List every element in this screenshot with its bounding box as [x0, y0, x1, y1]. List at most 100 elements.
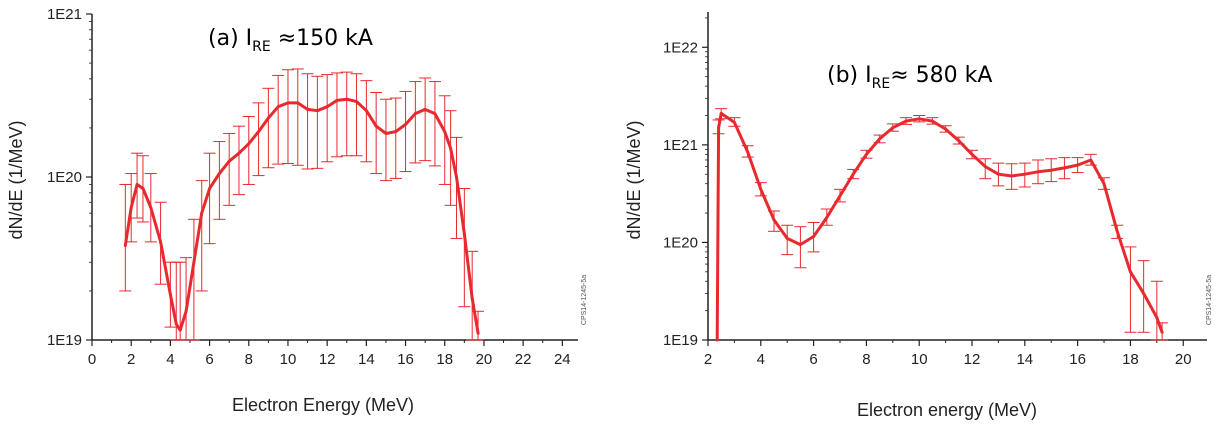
data-point [384, 132, 388, 135]
data-point [335, 99, 339, 102]
data-point [184, 309, 188, 313]
data-point [365, 109, 368, 113]
panel-b-x-tick-label: 18 [1122, 351, 1139, 368]
data-point [296, 101, 300, 105]
data-point [1089, 158, 1093, 162]
data-point [462, 232, 466, 235]
data-point [785, 237, 789, 240]
data-point [931, 119, 934, 123]
panel-a-y-tick-label: 1E21 [47, 6, 82, 23]
data-point [476, 331, 480, 335]
data-point [449, 146, 452, 150]
data-point [306, 108, 309, 111]
data-point [1063, 166, 1066, 170]
data-point [455, 175, 458, 179]
data-point [1036, 170, 1040, 174]
panel-b-x-tick-label: 16 [1069, 351, 1086, 368]
panel-b-figure-code: CPS14-1245-5a [1206, 275, 1213, 325]
panel-a-y-tick-label: 1E19 [47, 332, 82, 349]
panel-a-x-tick-label: 10 [280, 351, 297, 368]
data-point [247, 142, 251, 146]
data-point [169, 293, 172, 296]
data-point [1142, 292, 1145, 295]
data-point [1160, 330, 1164, 334]
panel-b-x-tick-label: 14 [1016, 351, 1033, 368]
data-point [891, 126, 895, 130]
panel-b-y-tick-label: 1E22 [663, 39, 698, 56]
data-point [316, 109, 319, 113]
panel-a-x-tick-label: 22 [515, 351, 532, 368]
data-point [123, 244, 127, 247]
data-point [1102, 182, 1106, 186]
data-point [1010, 174, 1013, 178]
panel-a-x-tick-label: 20 [476, 351, 493, 368]
data-point [997, 172, 1000, 176]
panel-a-x-tick-label: 12 [319, 351, 336, 368]
panel-b-x-tick-label: 20 [1175, 351, 1192, 368]
data-point [746, 150, 749, 154]
panel-b-y-tick-label: 1E19 [663, 332, 698, 349]
panel-b-y-axis-title: dN/dE (1/MeV) [624, 120, 644, 239]
data-point [944, 127, 947, 131]
panel-b-x-tick-label: 12 [964, 351, 981, 368]
chart-panel-a: (a) IRE ≈150 kA Electron Energy (MeV) dN… [6, 6, 588, 415]
data-point [345, 97, 349, 101]
data-point [374, 124, 378, 128]
data-point [149, 206, 153, 209]
data-point [799, 243, 802, 247]
data-point [1129, 270, 1132, 274]
data-point [772, 218, 776, 222]
panel-a-x-tick-label: 2 [127, 351, 135, 368]
data-point [865, 152, 868, 156]
data-point [1115, 229, 1119, 233]
data-point [208, 187, 212, 190]
data-point [917, 117, 921, 121]
data-point [983, 165, 987, 168]
spectrum-line [123, 97, 480, 335]
data-point [159, 240, 163, 244]
data-point [355, 100, 358, 103]
panel-a-y-tick-label: 1E20 [47, 169, 82, 186]
panel-a-x-tick-label: 16 [397, 351, 414, 368]
data-point [838, 194, 842, 198]
data-point [200, 211, 204, 215]
panel-b-y-tick-label: 1E20 [663, 234, 698, 251]
data-point [733, 121, 736, 124]
data-point [413, 112, 417, 115]
spectrum-line [715, 111, 1164, 342]
panel-a-x-tick-label: 14 [358, 351, 375, 368]
panel-a-x-tick-label: 0 [88, 351, 96, 368]
data-point [851, 172, 855, 176]
panel-b-x-tick-label: 10 [911, 351, 928, 368]
panel-b-y-tick-label: 1E21 [663, 137, 698, 154]
data-point [717, 126, 720, 130]
data-point [443, 130, 447, 134]
panel-a-x-tick-label: 18 [436, 351, 453, 368]
data-point [286, 101, 290, 105]
data-point [227, 159, 231, 163]
chart-panel-b: (b) IRE≈ 580 kA Electron energy (MeV) dN… [624, 12, 1213, 420]
data-point [470, 297, 474, 300]
data-point [878, 137, 881, 141]
data-point [423, 108, 427, 111]
data-point [957, 139, 961, 143]
data-point [904, 119, 908, 123]
panel-a-x-tick-label: 8 [245, 351, 253, 368]
data-point [404, 123, 407, 126]
data-point [759, 187, 763, 191]
data-point [135, 183, 139, 186]
data-point [178, 328, 182, 332]
panel-a-x-axis-title: Electron Energy (MeV) [232, 395, 414, 415]
data-point [719, 112, 723, 115]
data-point [825, 216, 829, 219]
panel-a-x-tick-label: 4 [166, 351, 174, 368]
data-point [433, 112, 437, 115]
data-point [394, 130, 398, 134]
data-point [267, 116, 270, 120]
panel-b-x-tick-label: 8 [862, 351, 870, 368]
data-point [970, 152, 974, 156]
data-point [1076, 163, 1079, 167]
data-point [715, 338, 719, 342]
panel-a-title: (a) IRE ≈150 kA [208, 26, 373, 55]
